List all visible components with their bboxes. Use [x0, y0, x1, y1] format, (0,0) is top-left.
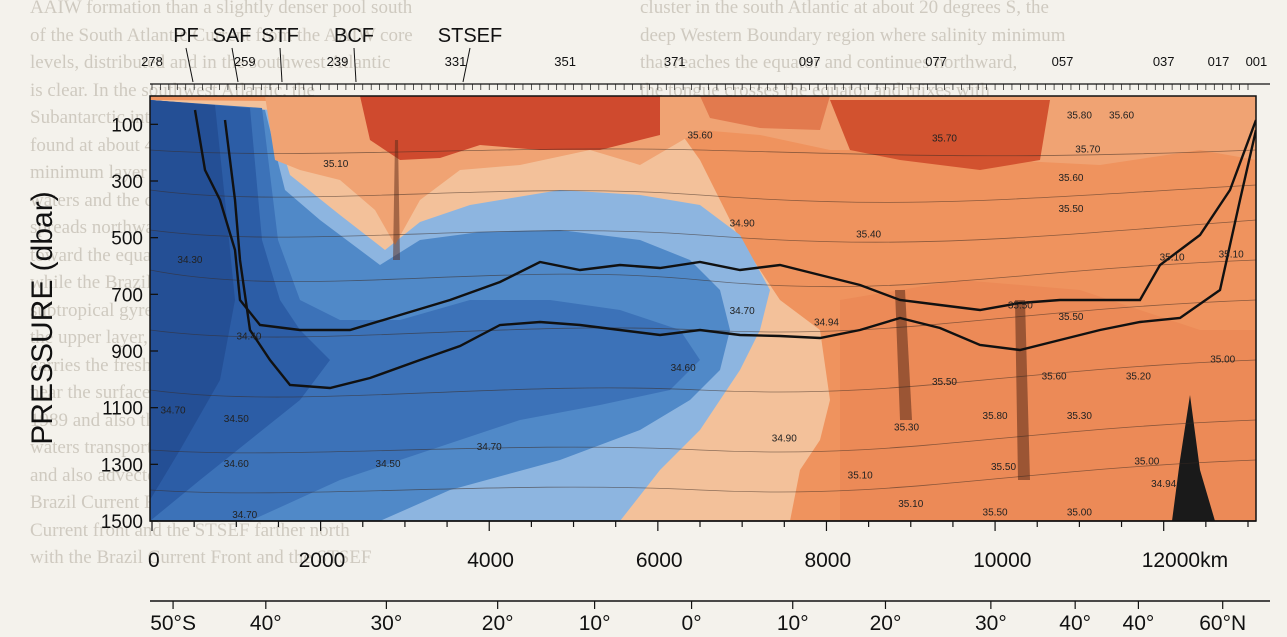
- contour-label: 35.10: [848, 471, 873, 482]
- contour-label: 34.70: [477, 442, 502, 453]
- station-label: 259: [234, 54, 256, 69]
- front-label: PF: [173, 25, 199, 47]
- latitude-tick-label: 0°: [682, 612, 702, 635]
- contour-label: 34.90: [730, 218, 755, 229]
- latitude-tick-label: 10°: [777, 612, 809, 635]
- station-label: 037: [1153, 54, 1175, 69]
- y-tick-label: 1500: [101, 512, 143, 533]
- contour-label: 35.70: [932, 133, 957, 144]
- contour-label: 35.10: [898, 499, 923, 510]
- front-leader-line: [353, 47, 357, 83]
- y-tick-label: 700: [111, 285, 143, 306]
- front-leader-line: [185, 47, 194, 83]
- contour-label: 35.00: [1134, 456, 1159, 467]
- contour-label: 35.30: [894, 422, 919, 433]
- station-label: 278: [141, 54, 163, 69]
- x-tick-label: 10000: [973, 549, 1031, 572]
- latitude-tick-label: 10°: [579, 612, 611, 635]
- contour-label: 35.10: [1219, 250, 1244, 261]
- front-leader-line: [279, 47, 283, 83]
- contour-label: 35.20: [1126, 371, 1151, 382]
- contour-label: 35.80: [983, 411, 1008, 422]
- contour-label: 35.80: [1067, 111, 1092, 122]
- station-label: 371: [664, 54, 686, 69]
- y-tick-label: 1300: [101, 455, 143, 476]
- contour-label: 35.10: [1160, 252, 1185, 263]
- latitude-tick-label: 50°S: [150, 612, 196, 635]
- station-label: 097: [799, 54, 821, 69]
- contour-label: 35.40: [856, 230, 881, 241]
- latitude-tick-label: 40°: [250, 612, 282, 635]
- contour-label: 34.94: [814, 318, 839, 329]
- contour-label: 34.70: [730, 306, 755, 317]
- x-tick-label: 6000: [636, 549, 683, 572]
- contour-label: 35.60: [1058, 173, 1083, 184]
- latitude-tick-label: 30°: [975, 612, 1007, 635]
- y-axis-title: PRESSURE (dbar): [26, 191, 59, 444]
- contour-label: 34.60: [224, 459, 249, 470]
- salinity-field: [150, 96, 1256, 521]
- contour-label: 35.60: [687, 131, 712, 142]
- latitude-tick-label: 30°: [370, 612, 402, 635]
- x-tick-label: 4000: [467, 549, 514, 572]
- contour-label: 35.50: [1058, 312, 1083, 323]
- front-leader-line: [462, 47, 471, 83]
- contour-label: 35.30: [1067, 411, 1092, 422]
- front-label: SAF: [213, 25, 252, 47]
- contour-label: 34.94: [1151, 479, 1176, 490]
- front-leader-line: [231, 47, 239, 83]
- x-tick-label: 12000km: [1142, 549, 1228, 572]
- contour-label: 35.00: [1067, 507, 1092, 518]
- contour-label: 35.50: [1008, 301, 1033, 312]
- contour-label: 35.50: [983, 507, 1008, 518]
- contour-labels: 35.10 35.60 35.80 35.60 35.70 35.70 35.60 35.50…: [161, 111, 1245, 522]
- station-labels: 278 259 239 331 351 371 097 077 057 037 017 001: [141, 54, 1267, 69]
- y-tick-label: 900: [111, 342, 143, 363]
- contour-label: 34.50: [376, 459, 401, 470]
- contour-label: 35.70: [1075, 145, 1100, 156]
- contour-label: 35.50: [1058, 204, 1083, 215]
- y-tick-label: 100: [111, 115, 143, 136]
- front-label: STF: [261, 25, 299, 47]
- x-axis: 0 2000 4000 6000 8000 10000 12000km: [148, 520, 1256, 572]
- contour-label: 35.60: [1042, 371, 1067, 382]
- front-label: BCF: [334, 25, 374, 47]
- y-axis: 100 300 500 700 900 1100 1300 1500: [101, 115, 158, 533]
- latitude-tick-label: 40°: [1059, 612, 1091, 635]
- x-tick-label: 0: [148, 549, 160, 572]
- latitude-tick-label: 20°: [482, 612, 514, 635]
- station-label: 239: [327, 54, 349, 69]
- latitude-tick-label: 40°: [1123, 612, 1155, 635]
- contour-label: 35.10: [323, 159, 348, 170]
- station-label: 331: [445, 54, 467, 69]
- station-ticks: [151, 84, 1249, 90]
- latitude-tick-label: 60°N: [1199, 612, 1246, 635]
- y-tick-label: 500: [111, 229, 143, 250]
- contour-label: 34.30: [177, 255, 202, 266]
- contour-label: 34.50: [224, 414, 249, 425]
- contour-label: 34.90: [772, 434, 797, 445]
- station-label: 351: [554, 54, 576, 69]
- x-tick-label: 2000: [299, 549, 346, 572]
- station-label: 077: [925, 54, 947, 69]
- contour-label: 34.70: [161, 405, 186, 416]
- contour-label: 35.50: [932, 377, 957, 388]
- latitude-tick-label: 20°: [870, 612, 902, 635]
- x-tick-label: 8000: [804, 549, 851, 572]
- front-labels: PF SAF STF BCF STSEF: [173, 25, 502, 83]
- y-tick-label: 1100: [102, 399, 143, 420]
- contour-label: 34.70: [232, 510, 257, 521]
- contour-label: 34.60: [671, 363, 696, 374]
- contour-label: 35.00: [1210, 354, 1235, 365]
- station-label: 057: [1052, 54, 1074, 69]
- contour-label: 35.60: [1109, 111, 1134, 122]
- front-label: STSEF: [438, 25, 502, 47]
- latitude-axis: 50°S 40° 30° 20° 10° 0° 10° 20° 30° 40° 40° 60°N: [150, 600, 1270, 635]
- station-label: 001: [1246, 54, 1268, 69]
- contour-label: 35.50: [991, 462, 1016, 473]
- y-tick-label: 300: [111, 172, 143, 193]
- station-label: 017: [1208, 54, 1230, 69]
- contour-label: 34.40: [236, 332, 261, 343]
